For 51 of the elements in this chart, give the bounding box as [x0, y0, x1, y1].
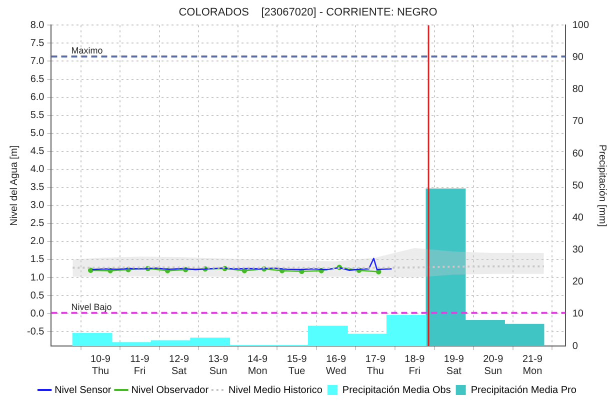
y-tick-label: 7.0 [30, 56, 45, 67]
y2-axis-title: Precipitación [mm] [596, 144, 608, 227]
y-tick-label: 6.0 [30, 92, 45, 104]
legend-label: Nivel Observador [131, 384, 210, 396]
y-tick-label: 3.5 [30, 182, 45, 194]
y-tick-label: 7.5 [30, 38, 45, 49]
y-tick-label: 3.0 [30, 200, 45, 212]
y-tick-label: 6.5 [30, 74, 45, 86]
x-tick-label: 13-9 Sun [208, 354, 229, 377]
y2-tick-label: 40 [572, 212, 584, 224]
y-tick-label: 1.5 [30, 254, 45, 266]
x-tick-label: 17-9 Thu [365, 354, 386, 377]
y-tick-label: 0.0 [30, 308, 45, 320]
y-tick-label: -0.5 [26, 326, 45, 338]
y-tick-label: 5.0 [30, 128, 45, 140]
y-tick-label: 4.0 [30, 164, 45, 176]
y2-tick-label: 70 [572, 116, 584, 128]
y2-tick-label: 60 [572, 148, 584, 160]
y-tick-label: 0.5 [30, 290, 45, 302]
y2-tick-label: 80 [572, 84, 584, 96]
y2-tick-label: 90 [572, 52, 584, 64]
y-tick-label: 2.0 [30, 236, 45, 248]
y2-tick-label: 10 [572, 308, 584, 320]
x-tick-label: 21-9 Mon [522, 354, 543, 377]
y2-tick-label: 100 [572, 20, 590, 31]
y-axis-title: Nivel del Agua [m] [8, 145, 20, 226]
legend-label: Nivel Medio Historico [228, 384, 323, 396]
x-tick-label: 12-9 Sat [169, 354, 190, 377]
legend-label: Precipitación Media Pro [470, 384, 577, 396]
y-tick-label: 1.0 [30, 272, 45, 284]
ref-line-label: Nivel Bajo [71, 302, 112, 312]
y2-tick-label: 50 [572, 180, 584, 192]
legend-label: Nivel Sensor [54, 384, 112, 396]
y2-tick-label: 20 [572, 276, 584, 288]
y-tick-label: 2.5 [30, 218, 45, 230]
x-tick-label: 18-9 Fri [404, 354, 426, 377]
chart-title: COLORADOS [23067020] - CORRIENTE: NEGRO [178, 6, 438, 19]
legend-label: Precipitación Media Obs [342, 384, 451, 396]
y-tick-label: 4.5 [30, 146, 45, 158]
x-tick-label: 20-9 Sun [483, 354, 504, 377]
y2-tick-label: 0 [572, 340, 578, 352]
x-tick-label: 19-9 Sat [444, 354, 464, 377]
x-tick-label: 14-9 Mon [248, 354, 268, 377]
y-tick-label: 5.5 [30, 110, 45, 122]
x-tick-label: 16-9 Wed [326, 354, 347, 377]
y2-tick-label: 30 [572, 244, 584, 256]
x-tick-label: 15-9 Tue [286, 354, 308, 377]
y-tick-label: 8.0 [30, 20, 45, 31]
ref-line-label: Maximo [71, 46, 103, 56]
x-tick-label: 10-9 Thu [90, 354, 111, 377]
x-tick-label: 11-9 Fri [130, 354, 150, 377]
